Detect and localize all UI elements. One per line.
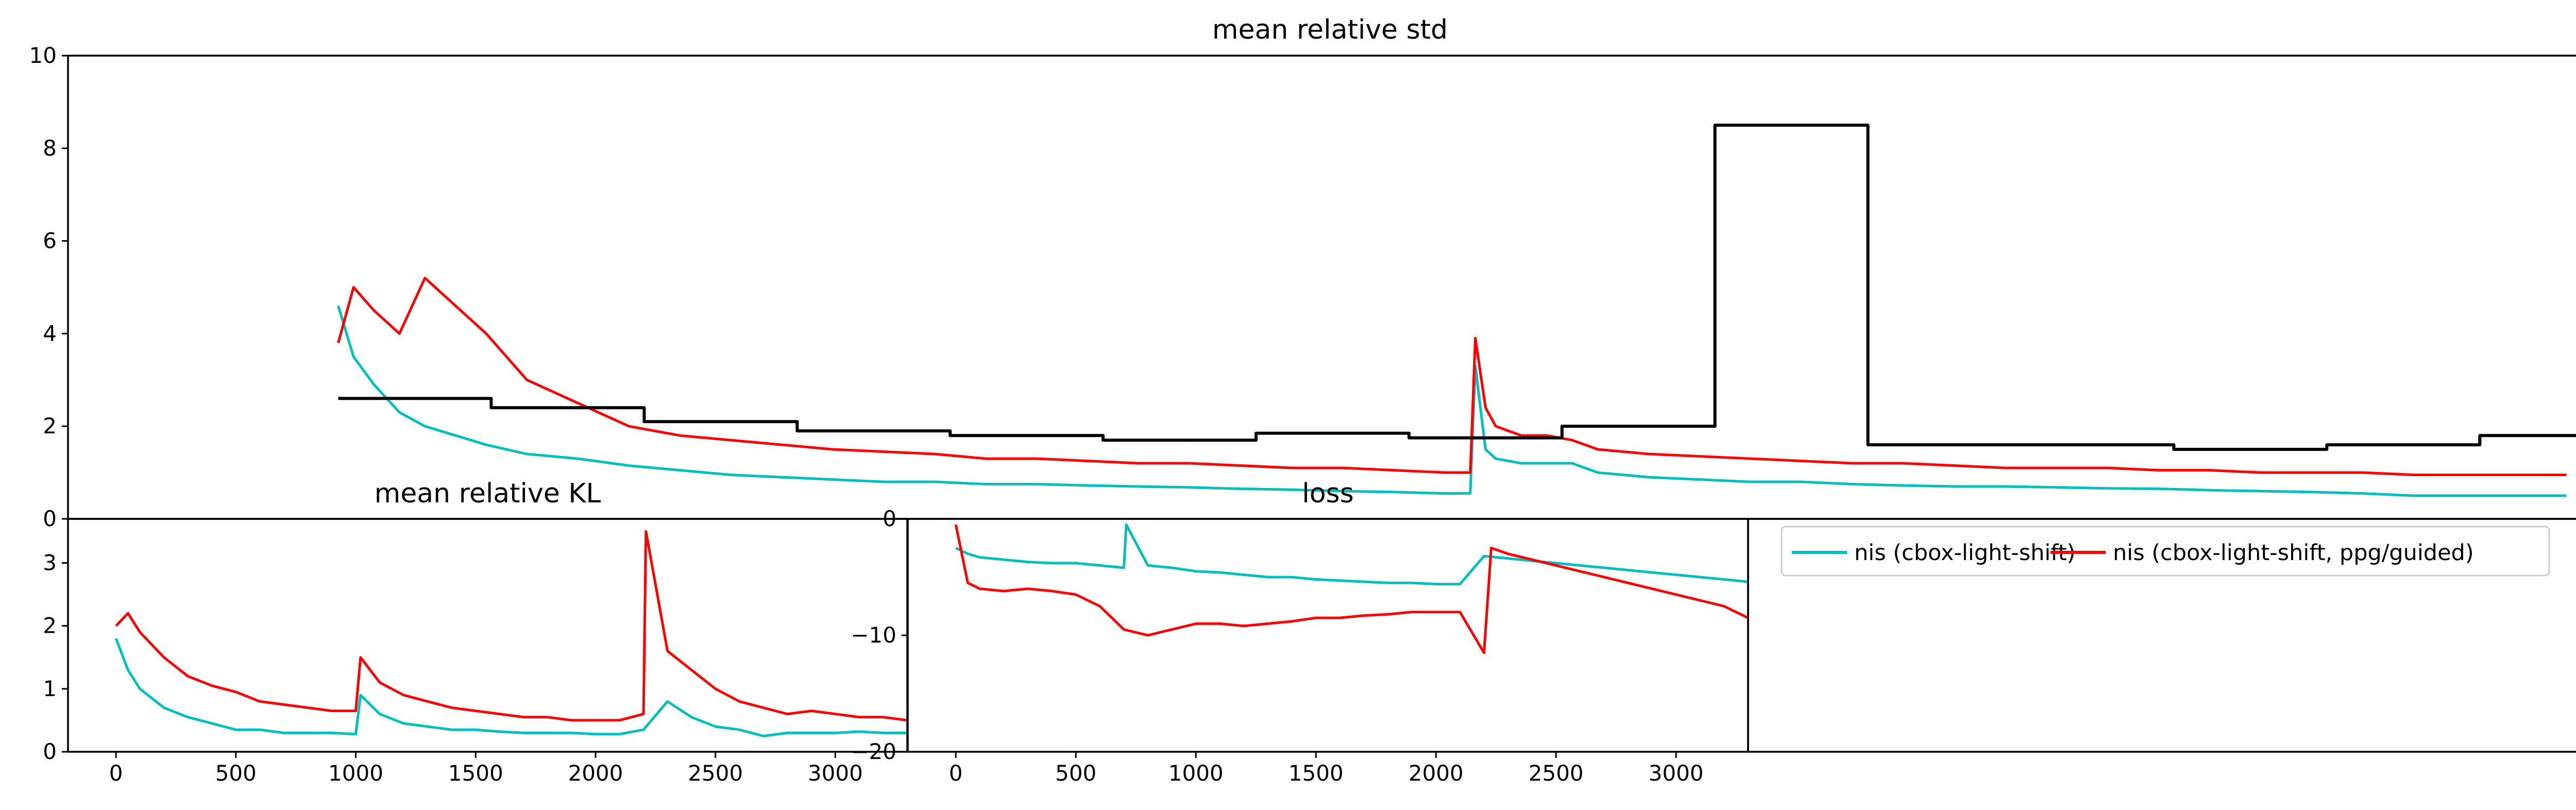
legend-label-ppg: nis (cbox-light-shift, ppg/guided)	[2113, 540, 2474, 566]
loss-panel: loss 0 −10 −20 0 500 1000 1500 2000 2500 3000	[851, 478, 1749, 786]
std-ytick-label: 2	[43, 413, 57, 438]
kl-ytick-label: 0	[43, 739, 57, 764]
kl-series-1-line	[115, 530, 907, 722]
loss-ytick-label: −20	[851, 739, 896, 764]
std-title: mean relative std	[1212, 14, 1448, 45]
loss-xtick-label: 1000	[1168, 761, 1224, 786]
kl-xtick-label: 2500	[688, 761, 743, 786]
kl-xtick-label: 500	[215, 761, 257, 786]
kl-series-group	[114, 530, 907, 737]
kl-xtick-label: 1500	[448, 761, 503, 786]
kl-panel: mean relative KL 0 1 2 3 0 500 1000 1500 2000 2500…	[43, 478, 908, 786]
std-series-group	[337, 123, 2576, 497]
std-ytick-label: 6	[43, 228, 57, 254]
loss-ytick-label: 0	[883, 506, 896, 531]
std-ytick-label: 4	[43, 320, 57, 346]
loss-series-group	[954, 523, 1748, 654]
loss-xtick-label: 1500	[1289, 761, 1344, 786]
kl-ytick-label: 2	[43, 613, 57, 638]
std-series-1-line	[337, 277, 2567, 477]
loss-title: loss	[1302, 478, 1353, 509]
kl-axes-frame	[67, 518, 908, 753]
std-ytick-label: 10	[29, 43, 57, 68]
std-series-0-line	[337, 305, 2567, 497]
kl-ytick-label: 3	[43, 550, 57, 576]
loss-xtick-label: 3000	[1649, 761, 1704, 786]
kl-title: mean relative KL	[375, 478, 601, 509]
kl-xtick-label: 3000	[808, 761, 863, 786]
kl-ytick-label: 1	[43, 676, 57, 701]
loss-series-0-line	[955, 523, 1748, 586]
loss-xtick-label: 500	[1055, 761, 1096, 786]
loss-axes-frame	[907, 518, 1749, 753]
loss-series-1-line	[954, 524, 1748, 654]
loss-xtick-label: 0	[949, 761, 963, 786]
std-panel: mean relative std 0 2 4 6 8 10	[29, 14, 2576, 531]
kl-xtick-label: 0	[109, 761, 123, 786]
loss-xtick-label: 2500	[1529, 761, 1584, 786]
legend-panel-frame	[1747, 518, 2576, 753]
legend-box	[1781, 526, 2550, 577]
kl-xtick-label: 2000	[568, 761, 623, 786]
kl-series-0-line	[114, 638, 907, 737]
kl-xtick-label: 1000	[328, 761, 383, 786]
std-ytick-label: 0	[43, 506, 57, 531]
loss-ytick-label: −10	[851, 622, 896, 648]
std-series-2-line	[338, 123, 2576, 451]
legend-panel: nis (cbox-light-shift) nis (cbox-light-s…	[1747, 518, 2576, 753]
loss-xtick-label: 2000	[1409, 761, 1464, 786]
std-ytick-label: 8	[43, 136, 57, 161]
legend-label-nis: nis (cbox-light-shift)	[1854, 540, 2075, 566]
